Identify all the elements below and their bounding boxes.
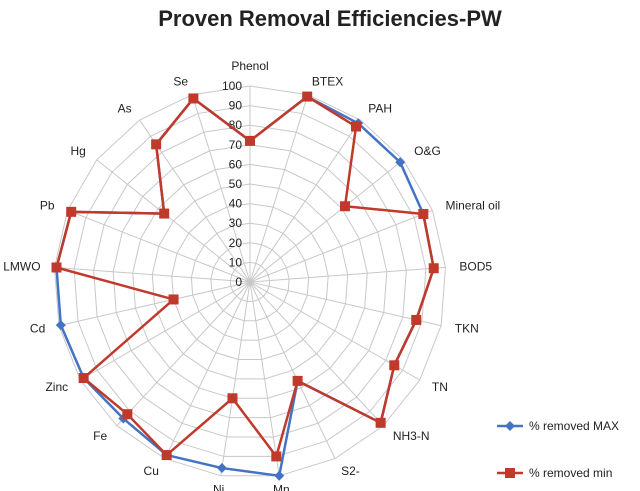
spoke [249, 266, 446, 283]
data-point [375, 417, 386, 428]
data-point [55, 320, 66, 331]
data-point [161, 450, 172, 461]
series-1 [51, 91, 439, 462]
radial-tick-label: 0 [235, 275, 242, 289]
radar-grid [54, 85, 446, 477]
data-point [216, 463, 227, 474]
spoke [249, 281, 280, 476]
category-label: BOD5 [459, 259, 492, 273]
data-point [271, 451, 282, 462]
legend-item: % removed min [497, 466, 612, 480]
data-point [51, 262, 62, 273]
legend-item: % removed MAX [497, 419, 619, 433]
grid-ring [132, 163, 368, 399]
category-label: Mn [273, 483, 290, 491]
radial-tick-label: 10 [229, 255, 243, 269]
grid-ring [190, 222, 310, 341]
spoke [249, 209, 433, 283]
legend-marker [505, 468, 515, 478]
spoke [54, 266, 251, 283]
data-point [151, 139, 162, 150]
radial-tick-label: 20 [229, 236, 243, 250]
category-label: NH3-N [393, 429, 430, 443]
spoke [249, 281, 384, 427]
radar-spokes [54, 86, 446, 476]
category-label: Pb [40, 198, 55, 212]
category-label: As [118, 101, 132, 115]
radial-tick-label: 100 [222, 79, 242, 93]
radial-tick-label: 30 [229, 216, 243, 230]
data-point [350, 121, 361, 132]
spoke [58, 281, 251, 327]
data-point [340, 201, 351, 212]
legend: % removed MAX % removed min [497, 419, 619, 480]
spoke [96, 159, 251, 283]
data-point [292, 375, 303, 386]
legend-marker [505, 421, 515, 431]
category-label: BTEX [312, 74, 343, 88]
grid-ring [229, 261, 271, 302]
grid-ring [171, 203, 329, 361]
data-point [428, 263, 439, 274]
data-point [302, 91, 313, 102]
category-label: Cu [144, 464, 159, 478]
category-label: Phenol [231, 59, 268, 73]
category-label: O&G [414, 144, 441, 158]
radial-tick-label: 40 [229, 197, 243, 211]
data-point [411, 314, 422, 325]
grid-ring [151, 183, 349, 380]
spoke [220, 281, 251, 476]
spoke [249, 281, 442, 327]
category-label: Hg [70, 144, 85, 158]
data-point [227, 393, 238, 404]
series-layer [51, 91, 439, 481]
data-point [389, 360, 400, 371]
radial-tick-label: 90 [229, 99, 243, 113]
spoke [249, 159, 404, 283]
grid-ring [54, 85, 446, 477]
grid-ring [73, 105, 427, 457]
category-label: Fe [93, 429, 107, 443]
category-label: Ni [213, 483, 224, 491]
grid-ring [93, 124, 407, 438]
spoke [249, 94, 309, 283]
category-label: Cd [30, 322, 45, 336]
spoke [80, 281, 251, 381]
category-label: Mineral oil [445, 198, 500, 212]
chart-title: Proven Removal Efficiencies-PW [158, 6, 502, 31]
grid-ring [210, 242, 290, 322]
data-point [245, 135, 255, 146]
data-point [188, 93, 199, 104]
data-point [78, 373, 89, 384]
data-point [274, 470, 285, 481]
category-label: Zinc [45, 380, 68, 394]
spoke [249, 119, 361, 283]
data-point [418, 208, 429, 219]
radial-tick-label: 70 [229, 138, 243, 152]
spoke [249, 281, 336, 459]
category-label: TN [432, 380, 448, 394]
data-point [395, 157, 406, 168]
legend-label: % removed MAX [529, 419, 619, 433]
spoke [67, 209, 251, 283]
category-label: LMWO [3, 259, 40, 273]
spoke [164, 281, 251, 459]
data-point [66, 206, 77, 217]
radial-tick-label: 50 [229, 177, 243, 191]
data-point [159, 208, 170, 219]
category-labels: Phenol BTEX PAH O&G Mineral oil BOD5 TKN TN NH3-… [3, 59, 500, 491]
series-line [55, 95, 435, 458]
category-label: PAH [368, 101, 392, 115]
data-point [168, 294, 179, 305]
category-label: TKN [455, 322, 479, 336]
spoke [116, 281, 251, 427]
legend-label: % removed min [529, 466, 612, 480]
category-label: S2- [341, 464, 360, 478]
spoke [191, 94, 251, 283]
category-label: Se [173, 74, 188, 88]
data-point [122, 409, 133, 420]
radial-tick-label: 60 [229, 157, 243, 171]
